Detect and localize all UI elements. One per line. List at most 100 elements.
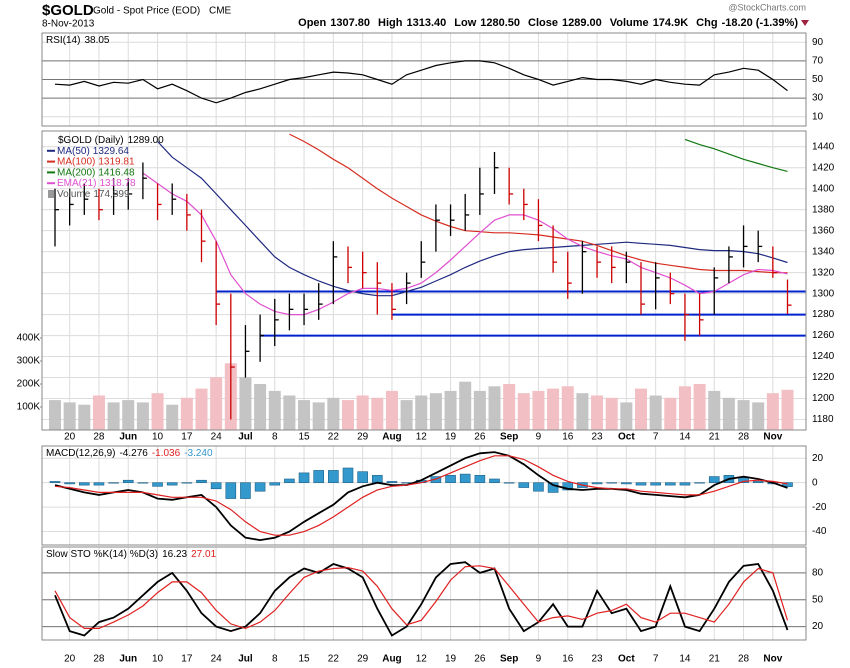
x-tick-label: 22: [328, 432, 340, 443]
volume-bar: [605, 397, 618, 430]
volume-bar: [268, 390, 281, 430]
legend-entry: EMA(21) 1318.78: [57, 178, 136, 189]
series-line: [54, 565, 789, 630]
legend-entry: MA(50) 1329.64: [57, 145, 129, 156]
panel-title: Slow STO %K(14) %D(3) 16.23 27.01: [46, 549, 217, 560]
histogram-bar: [93, 482, 105, 486]
x-tick-label: Nov: [763, 432, 782, 443]
volume-bar: [239, 377, 252, 430]
y-tick-label: 1340: [812, 246, 835, 257]
histogram-bar: [518, 482, 530, 488]
volume-bar: [781, 389, 794, 430]
y-tick-label: 1260: [812, 330, 835, 341]
histogram-bar: [547, 482, 559, 493]
x-tick-label: 29: [357, 654, 369, 665]
y-tick-label: 80: [812, 568, 824, 579]
x-tick-label: Jul: [238, 654, 253, 665]
x-tick-label: 17: [181, 654, 193, 665]
y-tick-label: 1380: [812, 204, 835, 215]
x-tick-label: 14: [679, 654, 691, 665]
x-tick-label: 20: [64, 432, 76, 443]
histogram-bar: [738, 477, 749, 483]
y-tick-label: 1320: [812, 267, 835, 278]
price-legend-title: $GOLD (Daily) 1289.00: [58, 135, 164, 146]
x-tick-label: 28: [738, 432, 750, 443]
quote-value: 1289.00: [562, 17, 602, 29]
x-tick-label: 19: [445, 432, 457, 443]
volume-bar: [649, 395, 662, 430]
volume-bar: [503, 384, 516, 430]
histogram-bar: [254, 482, 266, 492]
y-tick-label: 50: [812, 74, 824, 85]
x-tick-label: Jul: [238, 432, 253, 443]
series-line: [684, 138, 788, 172]
x-tick-label: 28: [93, 432, 105, 443]
volume-bar: [532, 390, 545, 430]
volume-bar: [591, 395, 604, 430]
quote-name: Close: [528, 17, 558, 29]
volume-bar: [547, 388, 560, 430]
panel-title-value: 38.05: [84, 35, 109, 46]
legend-name: Volume: [57, 189, 91, 200]
x-tick-label: 17: [181, 432, 193, 443]
histogram-bar: [445, 475, 456, 483]
volume-bar: [459, 381, 472, 430]
volume-bar: [78, 404, 91, 430]
volume-bar: [195, 388, 208, 430]
panel-title-text: MACD(12,26,9): [46, 448, 115, 459]
y-tick-label: 1440: [812, 141, 835, 152]
x-tick-label: Jun: [119, 432, 137, 443]
histogram-bar: [269, 482, 281, 486]
panel-frame: [41, 546, 807, 641]
x-tick-label: 20: [64, 654, 76, 665]
legend-value: 174,899: [93, 189, 130, 200]
histogram-bar: [459, 473, 471, 483]
histogram-bar: [137, 482, 149, 484]
histogram-bar: [533, 482, 544, 492]
x-tick-label: 23: [591, 432, 603, 443]
histogram-bar: [606, 482, 618, 484]
x-tick-label: Oct: [618, 432, 635, 443]
legend-entry: Volume 174,899: [57, 189, 130, 200]
x-tick-label: 8: [272, 654, 278, 665]
x-tick-label: 21: [709, 432, 721, 443]
y-tick-label: 0: [812, 477, 818, 488]
x-tick-label: 9: [536, 654, 542, 665]
histogram-bar: [562, 482, 574, 491]
y-tick-label: 1420: [812, 162, 835, 173]
volume-bar: [327, 397, 340, 430]
quote-value: 1307.80: [330, 17, 370, 29]
y-tick-label: 1180: [812, 414, 834, 425]
histogram-bar: [386, 481, 398, 483]
x-tick-label: 28: [738, 654, 750, 665]
quote-name: Open: [298, 17, 326, 29]
x-tick-label: 9: [536, 432, 542, 443]
x-tick-label: 26: [474, 432, 486, 443]
histogram-bar: [679, 482, 691, 486]
symbol: $GOLD: [42, 2, 94, 19]
x-tick-label: 16: [562, 432, 574, 443]
volume-bar: [63, 402, 76, 430]
volume-bar: [708, 390, 721, 430]
volume-bar: [576, 393, 589, 430]
volume-tick-label: 200K: [17, 379, 41, 390]
histogram-bar: [298, 472, 310, 483]
histogram-bar: [342, 467, 354, 483]
x-tick-label: Sep: [500, 432, 518, 443]
y-tick-label: 70: [812, 56, 824, 67]
volume-bar: [473, 390, 486, 430]
x-tick-label: 12: [416, 432, 428, 443]
histogram-bar: [64, 482, 75, 485]
panel-frame: [41, 130, 807, 431]
histogram-bar: [752, 481, 764, 483]
y-tick-label: 30: [812, 93, 824, 104]
histogram-bar: [708, 476, 720, 483]
y-tick-label: 20: [812, 621, 824, 632]
volume-bar: [678, 386, 691, 430]
series-line: [54, 451, 788, 542]
legend-value: 1319.81: [98, 156, 135, 167]
volume-bar: [385, 390, 398, 430]
y-tick-label: -20: [812, 502, 827, 513]
x-tick-label: 10: [152, 654, 164, 665]
histogram-bar: [635, 482, 647, 486]
